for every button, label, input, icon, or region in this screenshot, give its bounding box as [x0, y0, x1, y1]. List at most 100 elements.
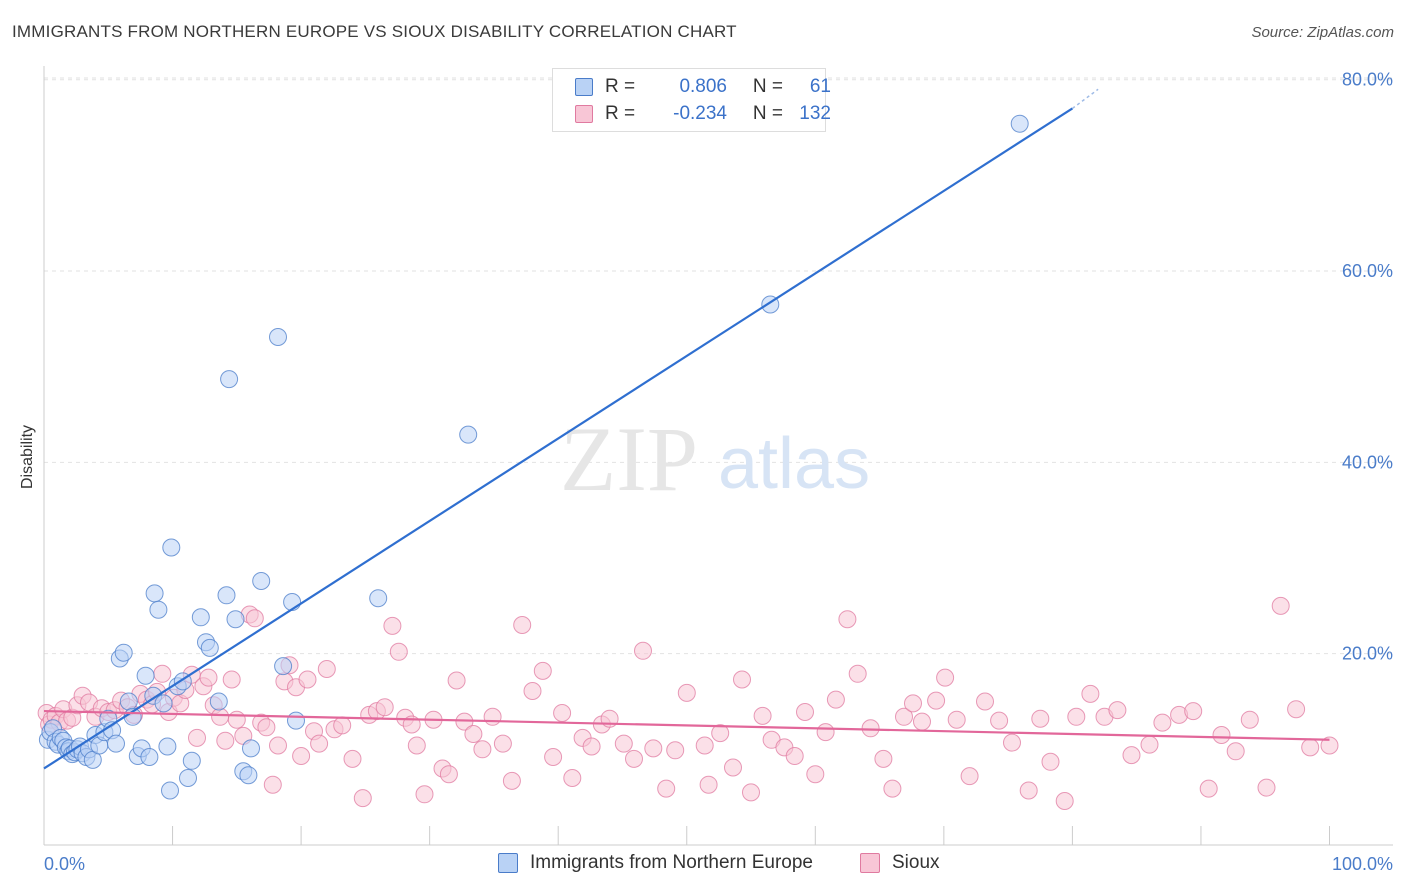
- point-sioux: [816, 723, 835, 742]
- point-sioux: [1184, 702, 1203, 721]
- point-sioux: [753, 706, 772, 725]
- point-sioux: [375, 698, 394, 717]
- legend-row-northern-europe: R = 0.806 N = 61: [575, 74, 831, 100]
- tick-labels: 20.0% 40.0% 60.0% 80.0% 0.0% 100.0%: [44, 70, 1393, 874]
- point-sioux: [383, 616, 402, 635]
- legend-r-value: -0.234: [673, 103, 727, 124]
- point-sioux: [1271, 596, 1290, 615]
- point-northern-europe: [220, 370, 239, 389]
- point-sioux: [245, 609, 264, 628]
- point-sioux: [533, 661, 552, 680]
- chart-source: Source: ZipAtlas.com: [1251, 24, 1394, 41]
- y-tick-label: 60.0%: [1342, 261, 1393, 281]
- point-sioux: [563, 769, 582, 787]
- point-sioux: [1153, 713, 1172, 732]
- point-northern-europe: [182, 751, 201, 770]
- point-sioux: [1320, 736, 1339, 755]
- legend-swatch-pink: [575, 105, 593, 123]
- point-sioux: [310, 734, 329, 753]
- legend-row-sioux: R = -0.234 N = 132: [575, 101, 831, 127]
- point-northern-europe: [179, 769, 197, 787]
- x-tick-label: 0.0%: [44, 854, 85, 874]
- point-sioux: [553, 704, 572, 722]
- point-sioux: [666, 741, 685, 760]
- point-sioux: [153, 664, 172, 683]
- point-northern-europe: [162, 538, 181, 557]
- y-tick-label: 20.0%: [1342, 644, 1393, 664]
- watermark-atlas: atlas: [718, 424, 870, 504]
- y-axis-label: Disability: [19, 425, 36, 489]
- point-sioux: [407, 736, 426, 755]
- watermark-zip: ZIP: [560, 408, 698, 510]
- point-northern-europe: [242, 739, 260, 758]
- point-northern-europe: [217, 586, 236, 605]
- point-sioux: [695, 736, 714, 755]
- point-northern-europe: [154, 694, 173, 713]
- point-sioux: [447, 671, 466, 690]
- point-sioux: [199, 668, 218, 687]
- legend-swatch-blue: [575, 78, 593, 96]
- point-sioux: [644, 739, 663, 758]
- point-sioux: [544, 748, 563, 766]
- trend-sioux: [43, 709, 1330, 741]
- gridlines: [44, 77, 1393, 655]
- point-sioux: [222, 670, 241, 689]
- point-sioux: [317, 660, 336, 678]
- point-sioux: [895, 707, 913, 726]
- point-sioux: [947, 710, 966, 729]
- point-sioux: [1240, 710, 1259, 729]
- point-sioux: [733, 670, 751, 689]
- point-sioux: [634, 641, 652, 660]
- point-northern-europe: [209, 692, 228, 711]
- point-sioux: [439, 765, 458, 784]
- point-sioux: [502, 771, 521, 790]
- point-sioux: [1108, 701, 1127, 720]
- stats-legend: R = 0.806 N = 61 R = -0.234 N = 132: [552, 68, 831, 132]
- point-sioux: [1041, 752, 1060, 771]
- point-sioux: [699, 775, 718, 794]
- point-sioux: [848, 664, 867, 683]
- series-legend-sioux[interactable]: Sioux: [860, 852, 940, 874]
- series-legend-northern-europe[interactable]: Immigrants from Northern Europe: [498, 852, 813, 874]
- point-sioux: [796, 703, 814, 721]
- point-northern-europe: [107, 734, 125, 753]
- point-sioux: [677, 683, 696, 702]
- point-sioux: [1257, 778, 1276, 797]
- point-sioux: [1287, 700, 1306, 719]
- point-sioux: [1019, 781, 1038, 800]
- legend-r-label: R =: [605, 76, 636, 97]
- point-northern-europe: [161, 781, 179, 800]
- point-northern-europe: [287, 711, 305, 730]
- point-sioux: [269, 736, 287, 755]
- point-sioux: [936, 668, 955, 687]
- point-northern-europe: [1010, 114, 1029, 133]
- point-sioux: [464, 725, 483, 743]
- point-sioux: [990, 711, 1009, 730]
- point-sioux: [711, 724, 730, 743]
- point-sioux: [211, 707, 230, 726]
- legend-r-value: 0.806: [679, 76, 727, 97]
- point-sioux: [904, 694, 922, 713]
- point-sioux: [1212, 726, 1231, 744]
- series-swatch-blue: [498, 853, 518, 873]
- point-sioux: [785, 747, 804, 765]
- point-sioux: [216, 731, 235, 750]
- point-sioux: [582, 737, 601, 756]
- point-northern-europe: [274, 657, 293, 676]
- point-sioux: [614, 734, 633, 753]
- point-sioux: [625, 749, 643, 768]
- scatter-points: [37, 114, 1339, 810]
- point-sioux: [333, 716, 352, 735]
- point-sioux: [927, 691, 946, 710]
- trend-northern-europe: [43, 107, 1073, 770]
- legend-n-value: 132: [799, 103, 831, 124]
- point-northern-europe: [136, 666, 155, 685]
- point-northern-europe: [140, 748, 159, 766]
- point-northern-europe: [158, 737, 177, 756]
- point-sioux: [1301, 738, 1320, 757]
- point-northern-europe: [200, 638, 219, 657]
- series-swatch-pink: [860, 853, 880, 873]
- chart-title: IMMIGRANTS FROM NORTHERN EUROPE VS SIOUX…: [12, 22, 737, 41]
- y-tick-label: 40.0%: [1342, 452, 1393, 472]
